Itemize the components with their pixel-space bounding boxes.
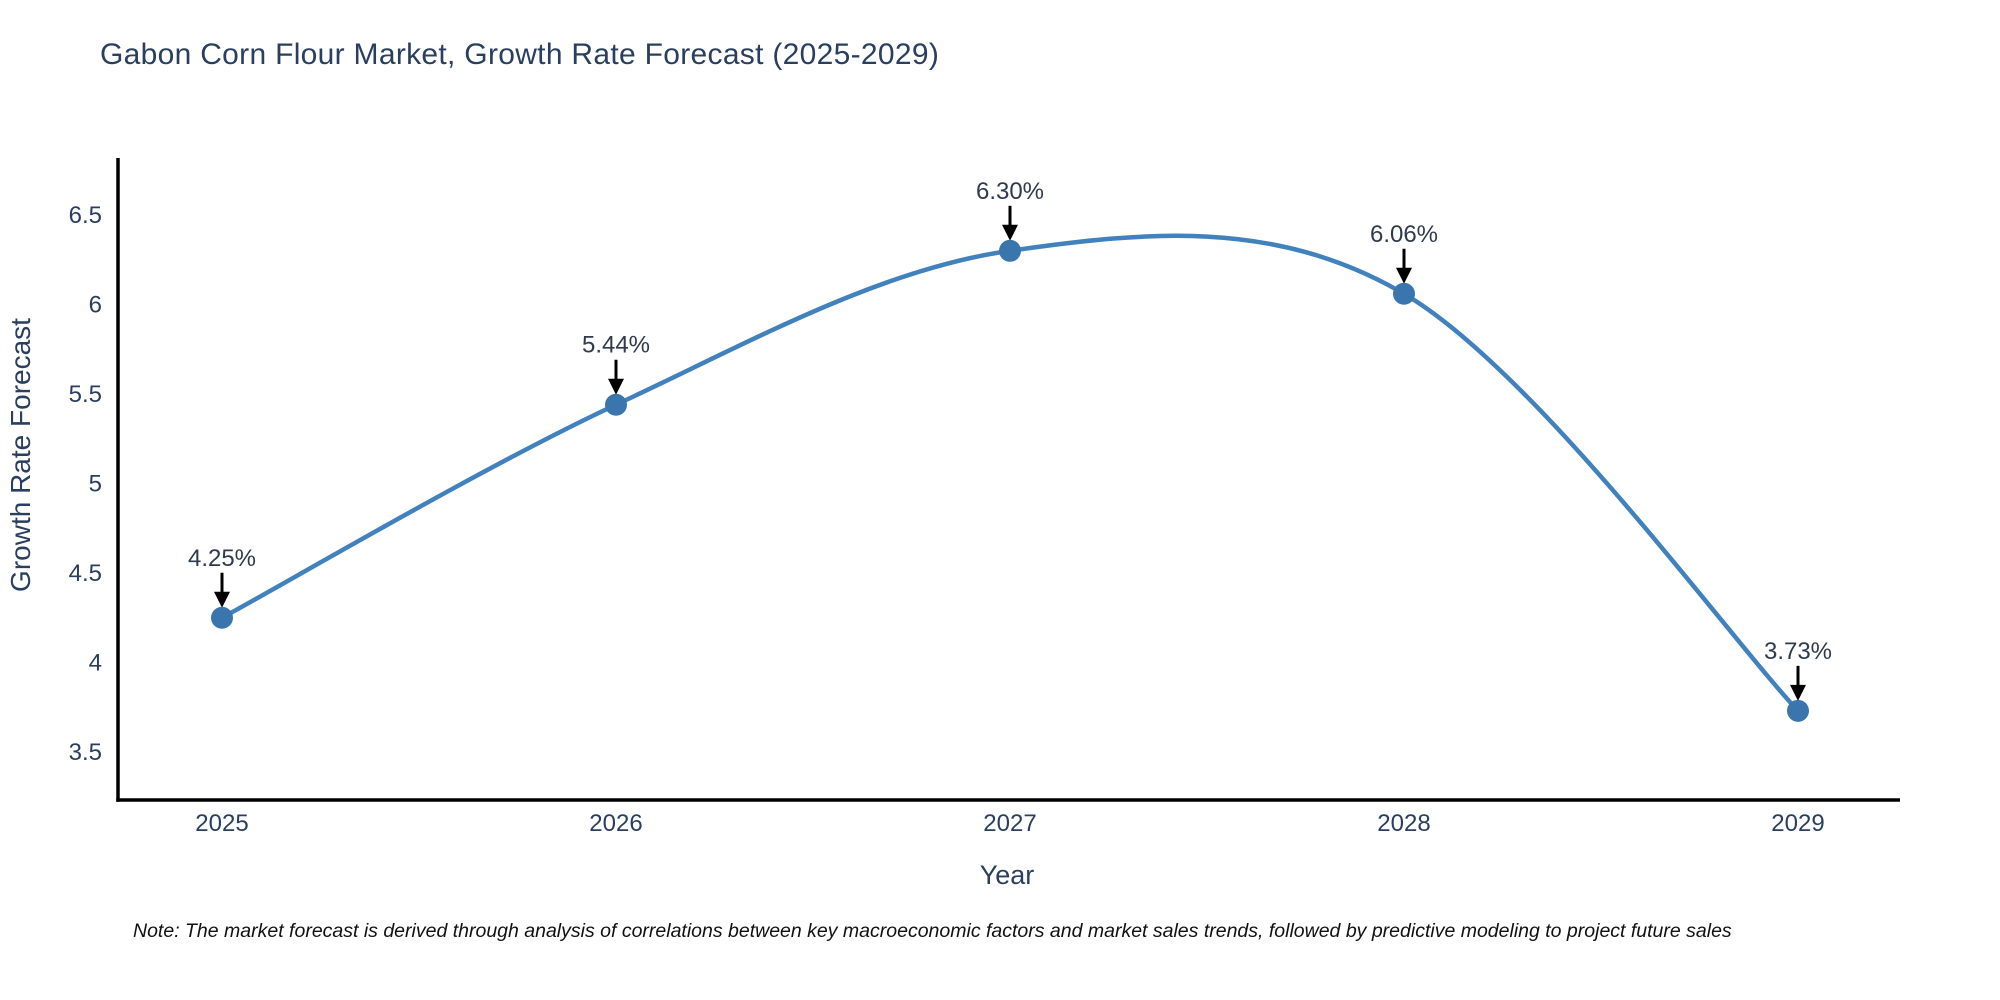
data-point-marker (211, 606, 233, 629)
point-value-label: 6.30% (976, 178, 1044, 205)
x-tick-label: 2027 (983, 810, 1036, 837)
data-point-marker (1393, 282, 1415, 305)
annotation-arrow-head (1396, 267, 1412, 284)
x-tick-label: 2029 (1771, 810, 1824, 837)
annotation-arrow-head (214, 591, 230, 608)
y-tick-label: 3.5 (69, 739, 102, 766)
y-tick-label: 6.5 (69, 202, 102, 229)
forecast-spline-line (219, 233, 1801, 714)
annotation-arrow-head (608, 378, 624, 395)
data-point-marker (999, 239, 1021, 262)
point-value-label: 3.73% (1764, 638, 1832, 665)
y-tick-label: 6 (89, 292, 102, 319)
data-point-marker (1787, 699, 1809, 722)
x-axis-title: Year (980, 860, 1035, 890)
point-value-label: 5.44% (582, 332, 650, 359)
y-tick-label: 4 (89, 650, 102, 677)
annotation-arrow-head (1002, 224, 1018, 241)
point-value-label: 4.25% (188, 545, 256, 572)
chart-title: Gabon Corn Flour Market, Growth Rate For… (100, 38, 940, 71)
annotation-arrow-head (1790, 684, 1806, 701)
y-tick-label: 5 (89, 471, 102, 498)
y-tick-label: 5.5 (69, 381, 102, 408)
x-tick-label: 2026 (589, 810, 642, 837)
data-point-marker (605, 393, 627, 416)
point-value-label: 6.06% (1370, 221, 1438, 248)
footnote: Note: The market forecast is derived thr… (133, 920, 1732, 942)
y-tick-label: 4.5 (69, 560, 102, 587)
y-axis-title: Growth Rate Forecast (5, 318, 36, 592)
x-tick-label: 2028 (1377, 810, 1430, 837)
x-tick-label: 2025 (195, 810, 248, 837)
